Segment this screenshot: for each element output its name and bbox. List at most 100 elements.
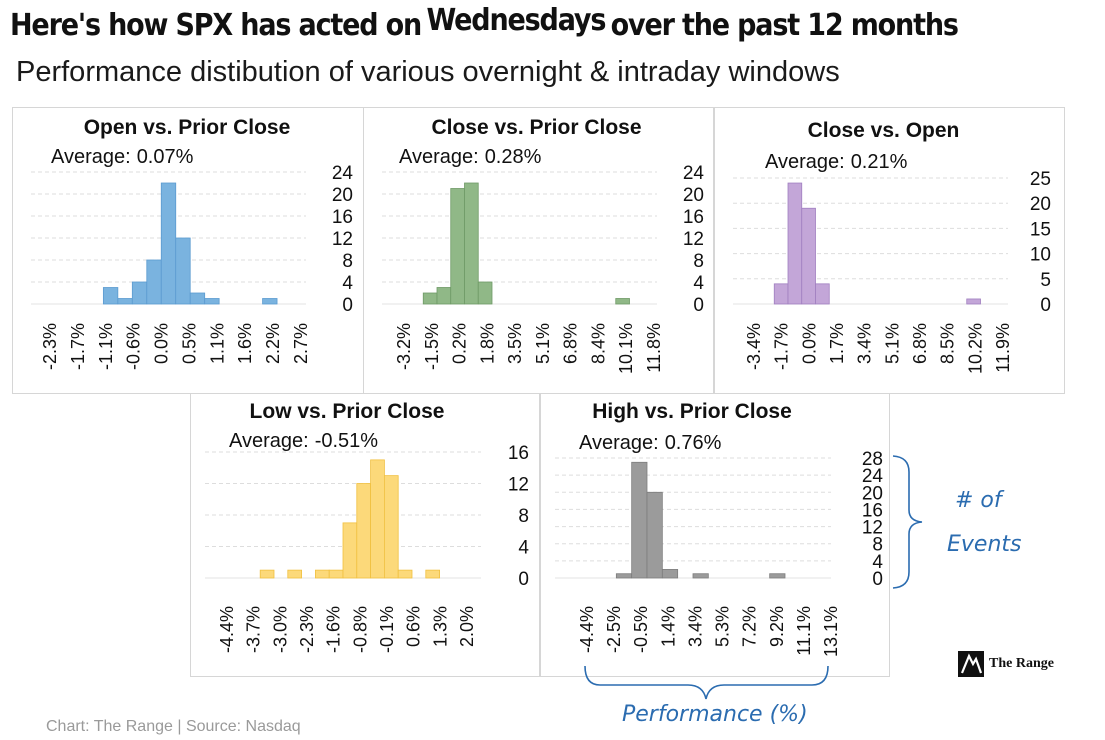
y-tick-label: 28	[862, 449, 883, 470]
chart-panel-high-vs-prior-close: High vs. Prior Close Average: 0.76% 0 4 8 12…	[540, 393, 890, 677]
histogram-bar	[769, 573, 786, 579]
x-tick-label: -1.6%	[324, 606, 344, 653]
y-tick-label: 0	[693, 295, 704, 316]
histogram-bar	[175, 237, 191, 305]
histogram-bar	[131, 281, 148, 305]
x-tick-label: 0.6%	[404, 606, 424, 647]
x-tick-label: 1.7%	[827, 323, 847, 364]
x-tick-label: -2.3%	[40, 323, 60, 370]
y-tick-label: 4	[872, 552, 883, 573]
x-tick-label: -0.6%	[124, 323, 144, 370]
histogram-bar	[315, 569, 330, 579]
x-tick-label: -3.2%	[394, 323, 414, 370]
average-label: Average:	[579, 432, 659, 454]
source-credit: Chart: The Range | Source: Nasdaq	[46, 718, 301, 735]
average-label: Average:	[51, 146, 131, 168]
y-tick-label: 8	[342, 251, 353, 272]
x-tick-label: 2.2%	[263, 323, 283, 364]
x-tick-label: 11.8%	[644, 323, 664, 373]
y-tick-label: 12	[862, 518, 883, 539]
y-tick-label: 16	[862, 500, 883, 521]
histogram-bar	[436, 287, 452, 305]
x-tick-label: 8.4%	[588, 323, 608, 364]
histogram-bar	[356, 483, 372, 579]
x-tick-label: 1.1%	[207, 323, 227, 364]
y-tick-label: 12	[332, 229, 353, 250]
x-tick-label: 0.5%	[179, 323, 199, 364]
y-tick-label: 24	[332, 163, 354, 184]
x-tick-label: 3.5%	[505, 323, 525, 364]
histogram-bar	[425, 569, 441, 579]
x-tick-label: -1.7%	[772, 323, 792, 370]
histogram-bar	[801, 207, 816, 305]
brand-logo: The Range	[958, 651, 1054, 677]
chart-title: High vs. Prior Close	[592, 400, 792, 423]
histogram-bar	[328, 569, 344, 579]
y-tick-label: 24	[683, 163, 705, 184]
y-tick-label: 20	[1030, 194, 1051, 215]
y-tick-label: 0	[518, 569, 529, 590]
histogram-bar	[464, 182, 479, 305]
x-tick-label: 3.4%	[855, 323, 875, 364]
x-tick-label: -4.4%	[217, 606, 237, 653]
y-tick-label: 8	[518, 506, 529, 527]
x-tick-label: -3.7%	[244, 606, 264, 653]
y-axis-note-line1: # of	[955, 488, 1002, 513]
histogram-bar	[787, 182, 803, 305]
x-tick-label: 9.2%	[767, 606, 787, 647]
histogram-bar	[631, 461, 648, 579]
y-tick-label: 25	[1030, 169, 1051, 190]
histogram-bar	[383, 475, 399, 579]
x-tick-label: 0.2%	[450, 323, 470, 364]
x-tick-label: 5.3%	[713, 606, 733, 647]
y-tick-label: 4	[518, 538, 529, 559]
headline-suffix: over the past 12 months	[610, 8, 959, 43]
histogram-bar	[262, 298, 278, 305]
x-tick-label: 7.2%	[740, 606, 760, 647]
x-tick-label: 11.9%	[993, 323, 1013, 373]
histogram-svg: 0 4 8 12 16 -4.4% -3.7% -3.0% -2.3% -1.6% -0.8% -0.…	[205, 443, 529, 653]
x-tick-label: -2.3%	[297, 606, 317, 653]
histogram-bar	[477, 281, 493, 305]
average-label: Average:	[399, 146, 479, 168]
y-tick-label: 0	[342, 295, 353, 316]
histogram-bar	[692, 573, 709, 579]
histogram-bar	[342, 522, 358, 579]
y-tick-label: 8	[872, 535, 883, 556]
x-tick-label: -3.0%	[270, 606, 290, 653]
histogram-bar	[189, 292, 206, 305]
histogram-svg: 0 5 10 15 20 25 -3.4% -1.7% 0.0% 1.7% 3.4% 5.1% 6.8%…	[733, 169, 1051, 374]
y-tick-label: 12	[683, 229, 704, 250]
histogram-bar	[287, 569, 303, 579]
y-tick-label: 8	[693, 251, 704, 272]
x-tick-label: -1.7%	[68, 323, 88, 370]
y-axis-brace	[892, 455, 923, 589]
average-readout: Average: 0.28%	[399, 146, 541, 169]
x-tick-label: 10.1%	[616, 323, 636, 374]
y-tick-label: 5	[1040, 270, 1051, 291]
x-tick-label: -0.1%	[377, 606, 397, 653]
x-tick-label: -4.4%	[577, 606, 597, 653]
histogram-bar	[117, 298, 133, 305]
x-tick-label: 11.1%	[794, 606, 814, 656]
x-tick-label: -1.5%	[422, 323, 442, 370]
average-readout: Average: 0.76%	[579, 432, 721, 455]
x-tick-label: 3.4%	[685, 606, 705, 647]
x-tick-label: -1.1%	[96, 323, 116, 370]
x-tick-label: 6.8%	[910, 323, 930, 364]
chart-panel-low-vs-prior-close: Low vs. Prior Close Average: -0.51% 0 4 8 12…	[190, 393, 540, 677]
histogram-bar	[204, 298, 220, 305]
headline-highlight: Wednesdays	[426, 3, 607, 38]
average-label: Average:	[765, 151, 845, 173]
histogram-bar	[397, 569, 413, 579]
chart-title: Close vs. Prior Close	[431, 116, 642, 139]
y-tick-label: 16	[508, 443, 529, 464]
chart-panel-open-vs-prior-close: Open vs. Prior Close Average: 0.07% 0 4 8 12…	[12, 107, 364, 394]
average-value: 0.76%	[664, 432, 722, 454]
chart-title: Close vs. Open	[807, 119, 960, 142]
headline-prefix: Here's how SPX has acted on	[10, 8, 422, 43]
x-tick-label: 1.6%	[235, 323, 255, 364]
x-tick-label: 0.0%	[152, 323, 172, 364]
subtitle: Performance distibution of various overn…	[16, 56, 840, 88]
